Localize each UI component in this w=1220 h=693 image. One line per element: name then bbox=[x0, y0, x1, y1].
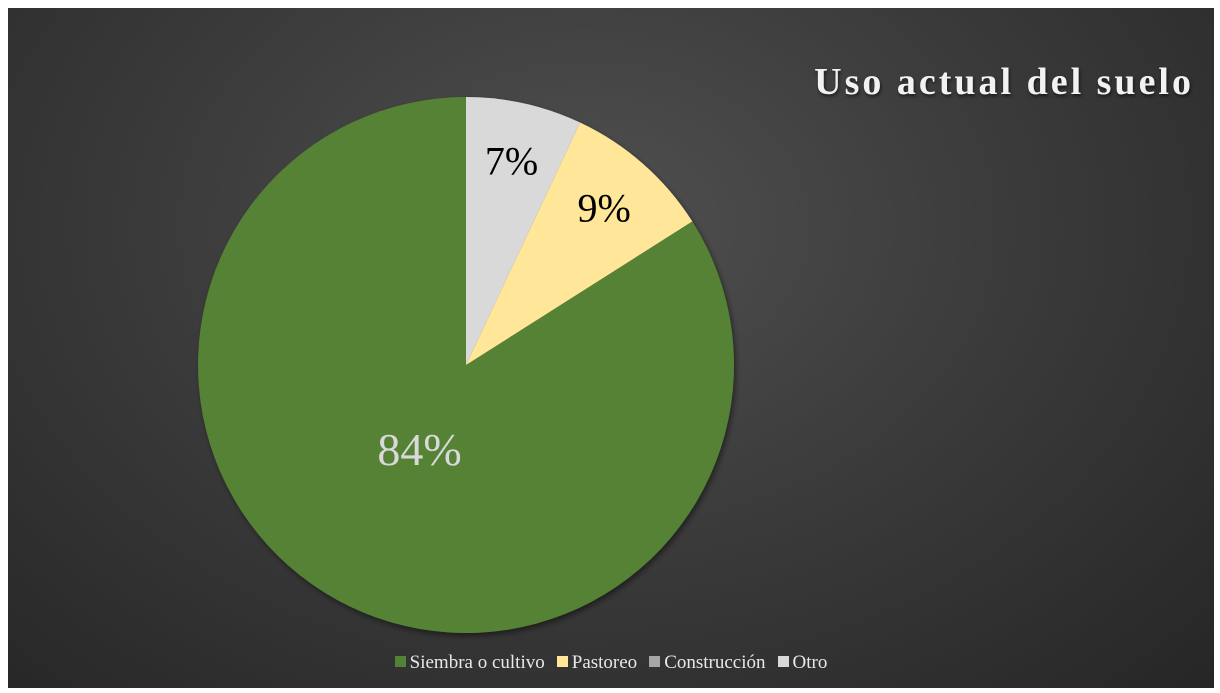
legend-swatch bbox=[556, 655, 568, 667]
data-label-otro: 7% bbox=[485, 139, 538, 184]
legend-label: Siembra o cultivo bbox=[409, 651, 545, 673]
legend-label: Otro bbox=[792, 651, 828, 673]
pie-slice-otro bbox=[466, 97, 581, 365]
legend-item-construccion: Construcción bbox=[649, 651, 766, 674]
chart-title: Uso actual del suelo bbox=[814, 61, 1194, 103]
legend-swatch bbox=[777, 655, 789, 667]
legend-item-otro: Otro bbox=[777, 651, 828, 674]
pie-chart: 84% 9% 7% bbox=[197, 97, 734, 633]
legend-swatch bbox=[394, 655, 406, 667]
legend-item-siembra-o-cultivo: Siembra o cultivo bbox=[394, 651, 545, 674]
chart-area: Uso actual del suelo 84% 9% 7% Siembra o c… bbox=[8, 8, 1214, 688]
data-label-siembra-o-cultivo: 84% bbox=[377, 424, 461, 475]
data-label-pastoreo: 9% bbox=[578, 186, 631, 231]
legend-item-pastoreo: Pastoreo bbox=[556, 651, 638, 674]
legend-swatch bbox=[649, 655, 661, 667]
legend-label: Pastoreo bbox=[571, 651, 638, 673]
legend: Siembra o cultivo Pastoreo Construcción Otr… bbox=[8, 651, 1214, 674]
pie-slice-pastoreo bbox=[466, 122, 693, 365]
legend-label: Construcción bbox=[664, 651, 766, 673]
pie-slice-siembra-o-cultivo bbox=[197, 97, 734, 633]
